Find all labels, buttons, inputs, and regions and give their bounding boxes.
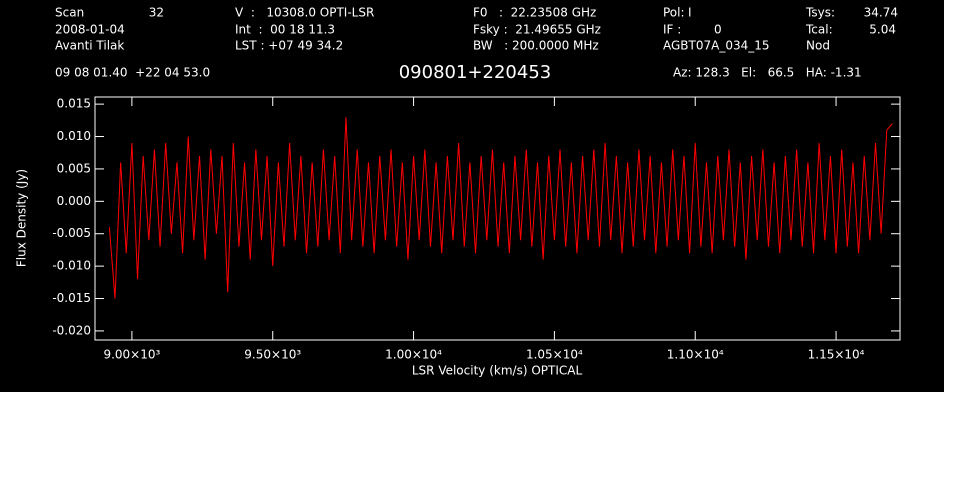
x-tick-label: 9.50×10³: [244, 348, 301, 362]
x-tick-label: 1.05×10⁴: [526, 348, 583, 362]
annotation: F0 : 22.23508 GHz: [473, 6, 596, 20]
annotation: 0: [714, 23, 722, 37]
annotation: 32: [149, 6, 164, 20]
chart-title: 090801+220453: [399, 62, 552, 83]
y-tick-label: 0.000: [57, 194, 91, 208]
plot-frame: [94, 96, 901, 341]
annotation: 34.74: [864, 6, 898, 20]
annotation: IF :: [663, 23, 681, 37]
y-tick-label: 0.005: [57, 161, 91, 175]
y-tick-label: -0.015: [52, 291, 91, 305]
annotation: Scan: [55, 6, 84, 20]
y-tick-label: 0.010: [57, 129, 91, 143]
annotation: Tsys:: [805, 6, 835, 20]
annotation: Nod: [806, 39, 830, 53]
x-axis-label: LSR Velocity (km/s) OPTICAL: [412, 364, 583, 378]
x-tick-label: 9.00×10³: [103, 348, 160, 362]
annotation: Az: 128.3 El: 66.5 HA: -1.31: [673, 66, 862, 80]
x-tick-label: 1.00×10⁴: [385, 348, 442, 362]
annotation: AGBT07A_034_15: [663, 39, 770, 53]
annotation: 2008-01-04: [55, 23, 125, 37]
annotation: I: [688, 6, 692, 20]
x-tick-label: 1.15×10⁴: [808, 348, 865, 362]
annotation: Pol:: [663, 6, 685, 20]
annotation: Mon May 6 20:46:26 2013: [776, 381, 897, 391]
y-tick-label: -0.010: [52, 259, 91, 273]
annotation: LST : +07 49 34.2: [235, 39, 343, 53]
annotation: Fsky : 21.49655 GHz: [473, 23, 601, 37]
annotation: BW : 200.0000 MHz: [473, 39, 599, 53]
y-tick-label: 0.015: [57, 97, 91, 111]
annotation: Tcal:: [805, 23, 833, 37]
spectrum-line: [108, 117, 893, 299]
annotation: Avanti Tilak: [55, 39, 124, 53]
annotation: Int : 00 18 11.3: [235, 23, 335, 37]
annotation: 5.04: [869, 23, 896, 37]
annotation: V : 10308.0 OPTI-LSR: [235, 6, 374, 20]
y-axis-label: Flux Density (Jy): [15, 169, 29, 267]
y-tick-label: -0.005: [52, 226, 91, 240]
annotation: 09 08 01.40 +22 04 53.0: [55, 66, 210, 80]
x-tick-label: 1.10×10⁴: [667, 348, 724, 362]
y-tick-label: -0.020: [52, 323, 91, 337]
